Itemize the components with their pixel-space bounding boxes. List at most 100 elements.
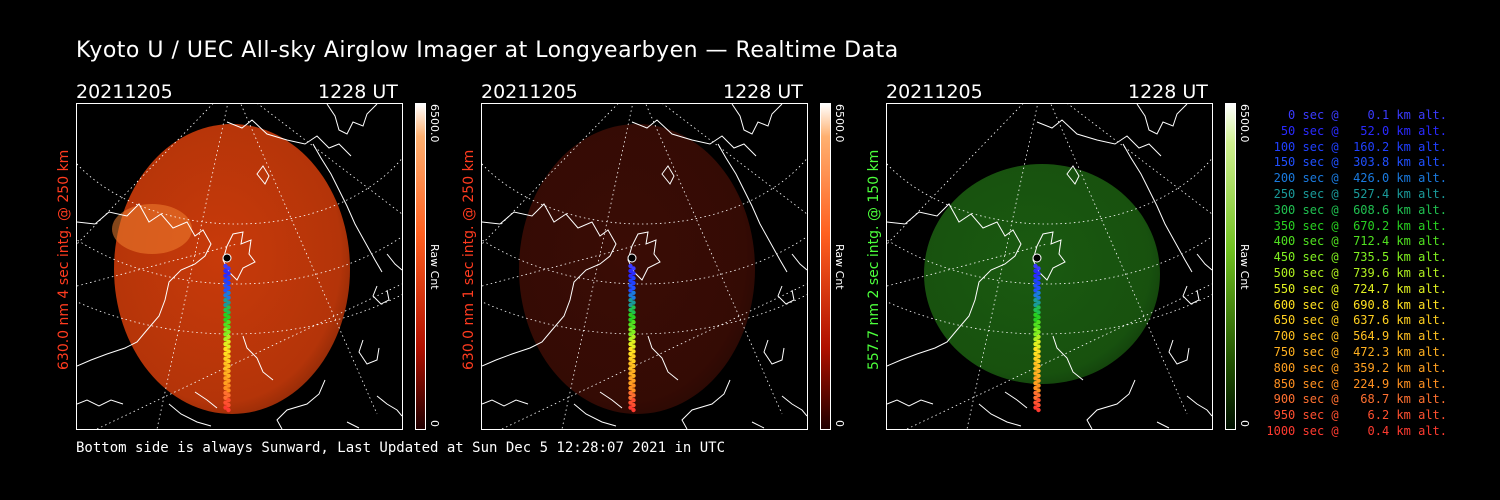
trajectory-point [1036, 402, 1041, 408]
trajectory-point [223, 400, 228, 405]
trajectory-point [1036, 266, 1041, 271]
panel-1-image [76, 103, 403, 430]
trajectory-point [223, 346, 228, 352]
trajectory-point [226, 363, 231, 369]
trajectory-point [226, 393, 231, 398]
trajectory-point [628, 327, 633, 332]
trajectory-point [1033, 293, 1038, 298]
trajectory-point [1033, 341, 1038, 347]
trajectory-point [1036, 349, 1041, 354]
trajectory-point [1033, 302, 1038, 308]
panel-1-date: 20211205 [76, 81, 173, 103]
trajectory-point [223, 395, 228, 400]
trajectory-point [628, 366, 633, 371]
trajectory-point [628, 400, 633, 405]
panel-1-ylabel: 630.0 nm 4 sec intg. @ 250 km [56, 149, 72, 370]
trajectory-point [223, 356, 228, 361]
trajectory-point [1033, 307, 1038, 313]
trajectory-point [628, 297, 633, 303]
trajectory-point [226, 295, 231, 300]
legend-row: 900 sec @ 68.7 km alt. [1266, 392, 1447, 407]
trajectory-point [628, 356, 633, 361]
legend-row: 300 sec @ 608.6 km alt. [1266, 202, 1447, 217]
trajectory-point [631, 398, 636, 403]
page-title: Kyoto U / UEC All-sky Airglow Imager at … [76, 38, 899, 63]
allsky-image [77, 104, 402, 429]
trajectory-point [1036, 407, 1041, 413]
trajectory-point [631, 315, 636, 320]
trajectory-point [226, 319, 231, 325]
trajectory-point [223, 337, 228, 342]
trajectory-point [223, 351, 228, 357]
trajectory-point [631, 324, 636, 330]
legend-row: 400 sec @ 712.4 km alt. [1266, 234, 1447, 249]
panel-2-image [481, 103, 808, 430]
trajectory-point [628, 293, 633, 298]
trajectory-point [223, 371, 228, 376]
trajectory-point [226, 280, 231, 286]
trajectory-point [631, 285, 636, 291]
trajectory-point [223, 341, 228, 347]
trajectory-point [1033, 273, 1038, 278]
trajectory-point [631, 349, 636, 354]
panel-3-cbar-label: Raw Cnt [1238, 244, 1251, 290]
trajectory-point [226, 329, 231, 335]
trajectory-point [223, 376, 228, 381]
trajectory-point [1036, 358, 1041, 364]
trajectory-point [223, 273, 228, 278]
trajectory-point [226, 276, 231, 281]
panel-2-cbar-label: Raw Cnt [833, 244, 846, 290]
trajectory-point [226, 334, 231, 339]
trajectory-point [628, 307, 633, 313]
trajectory-point [628, 351, 633, 357]
trajectory-point [226, 315, 231, 320]
trajectory-point [1033, 400, 1038, 405]
panel-3-date: 20211205 [886, 81, 983, 103]
trajectory-point [1033, 317, 1038, 322]
legend-row: 500 sec @ 739.6 km alt. [1266, 265, 1447, 280]
trajectory-point [631, 290, 636, 296]
trajectory-point [1033, 278, 1038, 283]
trajectory-point [223, 317, 228, 322]
trajectory-point [223, 322, 228, 327]
legend-row: 1000 sec @ 0.4 km alt. [1266, 423, 1447, 438]
trajectory-point [223, 283, 228, 288]
panel-3-time: 1228 UT [1128, 81, 1208, 103]
panel-3-cbar-min: 0 [1238, 420, 1251, 427]
trajectory-point [1033, 263, 1038, 269]
trajectory-point [1036, 271, 1041, 276]
trajectory-point [628, 273, 633, 278]
trajectory-point [1033, 356, 1038, 361]
trajectory-point [1033, 322, 1038, 327]
panel-2-cbar-max: 6500.0 [833, 104, 846, 143]
trajectory-point [1033, 390, 1038, 396]
trajectory-point [1036, 363, 1041, 369]
trajectory-point [1036, 373, 1041, 379]
trajectory-point [628, 322, 633, 327]
trajectory-point [1033, 332, 1038, 337]
trajectory-point [223, 332, 228, 337]
trajectory-point [631, 266, 636, 271]
legend-row: 950 sec @ 6.2 km alt. [1266, 408, 1447, 423]
trajectory-point [1036, 329, 1041, 335]
trajectory-point [631, 373, 636, 379]
trajectory-point [226, 300, 231, 305]
legend-row: 700 sec @ 564.9 km alt. [1266, 329, 1447, 344]
trajectory-point [223, 307, 228, 313]
panel-2-ylabel: 630.0 nm 1 sec intg. @ 250 km [461, 149, 477, 370]
panel-1-cbar-max: 6500.0 [428, 104, 441, 143]
trajectory-point [628, 361, 633, 366]
legend-row: 550 sec @ 724.7 km alt. [1266, 281, 1447, 296]
trajectory-point [226, 407, 231, 413]
trajectory-point [1033, 371, 1038, 376]
trajectory-point [223, 361, 228, 366]
trajectory-point [1033, 346, 1038, 352]
trajectory-point [226, 349, 231, 354]
trajectory-point [628, 395, 633, 400]
panel-3-cbar-max: 6500.0 [1238, 104, 1251, 143]
trajectory-point [631, 344, 636, 349]
trajectory-point [628, 317, 633, 322]
sky-disk [924, 164, 1160, 384]
panel-3-ylabel: 557.7 nm 2 sec intg. @ 150 km [866, 149, 882, 370]
trajectory-point [628, 312, 633, 318]
